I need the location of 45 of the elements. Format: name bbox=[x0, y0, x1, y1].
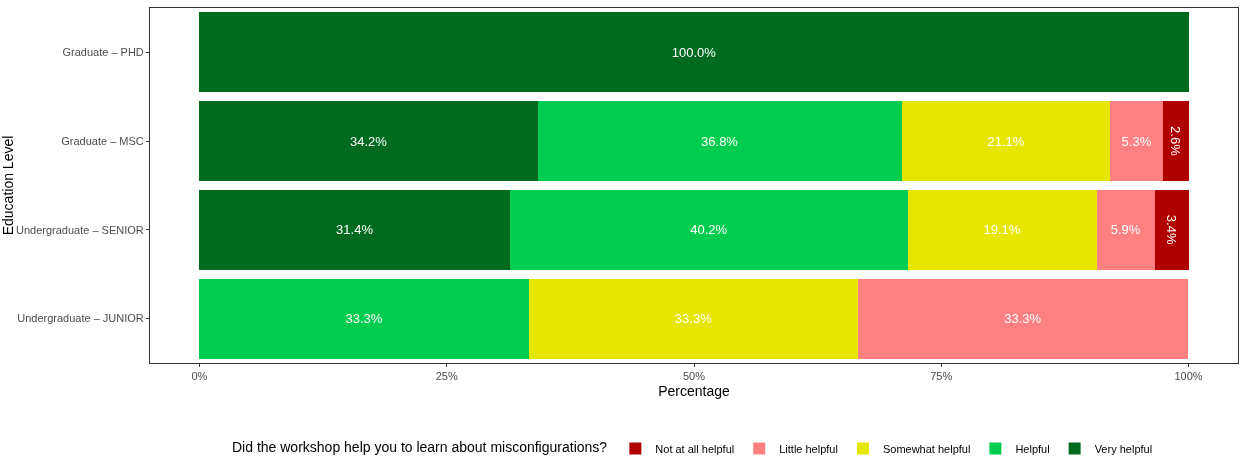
x-axis-title: Percentage bbox=[658, 382, 731, 399]
y-axis-title: Education Level bbox=[0, 135, 16, 236]
x-tick-label: 50% bbox=[682, 370, 706, 383]
data-label: 40.2% bbox=[690, 222, 728, 238]
y-tick-label: Graduate – MSC bbox=[61, 134, 144, 147]
bar bbox=[907, 189, 1097, 270]
data-label: 33.3% bbox=[674, 311, 713, 327]
data-label: 100.0% bbox=[671, 44, 717, 60]
y-tick-label: Undergraduate – JUNIOR bbox=[17, 312, 144, 325]
legend-label: Somewhat helpful bbox=[882, 442, 971, 455]
data-label: 2.6% bbox=[1168, 126, 1184, 157]
data-label: 5.9% bbox=[1110, 222, 1141, 238]
legend-label: Very helpful bbox=[1094, 442, 1153, 455]
x-tick-label: 100% bbox=[1174, 370, 1203, 383]
bar bbox=[1096, 189, 1155, 270]
bar bbox=[537, 101, 902, 182]
legend-label: Little helpful bbox=[779, 442, 838, 455]
data-label: 5.3% bbox=[1121, 133, 1152, 149]
data-label: 33.3% bbox=[345, 311, 383, 327]
x-tick-label: 0% bbox=[191, 370, 208, 383]
data-label: 19.1% bbox=[983, 222, 1021, 238]
y-tick-label: Undergraduate – SENIOR bbox=[16, 223, 144, 236]
y-tick-label: Graduate – PHD bbox=[62, 46, 144, 59]
data-label: 3.4% bbox=[1164, 214, 1180, 245]
x-tick-label: 75% bbox=[930, 370, 953, 383]
bar bbox=[528, 278, 859, 359]
bar bbox=[199, 12, 1189, 93]
bar bbox=[901, 101, 1111, 182]
bar bbox=[858, 278, 1188, 359]
legend-label: Helpful bbox=[1015, 442, 1050, 455]
bar bbox=[199, 278, 529, 359]
data-label: 36.8% bbox=[701, 133, 739, 149]
data-label: 33.3% bbox=[1004, 311, 1042, 327]
legend-title: Did the workshop help you to learn about misconfigurations? bbox=[232, 439, 608, 456]
bar bbox=[1154, 189, 1189, 270]
data-label: 34.2% bbox=[349, 133, 388, 149]
bar bbox=[510, 189, 908, 270]
bar bbox=[1162, 101, 1189, 182]
data-label: 31.4% bbox=[336, 222, 374, 238]
bar bbox=[199, 101, 538, 182]
data-label: 21.1% bbox=[987, 133, 1025, 149]
legend-label: Not at all helpful bbox=[655, 442, 735, 455]
x-tick-label: 25% bbox=[435, 370, 458, 383]
bar bbox=[199, 189, 511, 270]
bar bbox=[1110, 101, 1163, 182]
